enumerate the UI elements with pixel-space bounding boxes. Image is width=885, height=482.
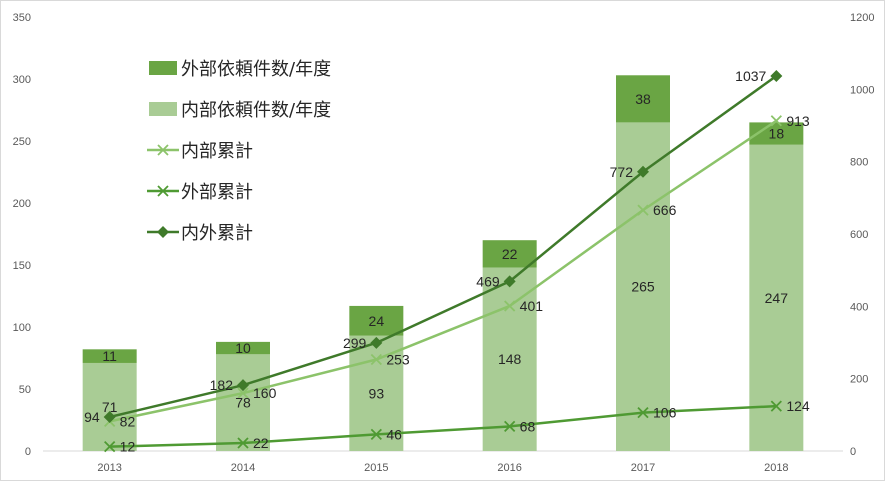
bar-internal bbox=[749, 144, 804, 451]
total-cumulative-point bbox=[237, 379, 249, 392]
data-label-external: 10 bbox=[235, 340, 251, 356]
data-label-total-cumulative: 1037 bbox=[735, 68, 766, 84]
y-left-tick-label: 150 bbox=[13, 260, 31, 272]
x-tick-label: 2013 bbox=[97, 462, 121, 474]
y-right-tick-label: 600 bbox=[850, 229, 868, 241]
bars bbox=[82, 75, 804, 452]
data-label-internal-cumulative: 401 bbox=[520, 298, 544, 314]
legend-marker bbox=[157, 144, 169, 156]
total-cumulative-point bbox=[637, 165, 649, 178]
data-label-internal: 93 bbox=[369, 385, 385, 401]
data-label-internal: 265 bbox=[631, 279, 655, 295]
data-label-external-cumulative: 22 bbox=[253, 435, 269, 451]
legend-swatch bbox=[149, 61, 177, 75]
y-left-tick-label: 250 bbox=[13, 136, 31, 148]
data-label-external-cumulative: 124 bbox=[786, 398, 810, 414]
external-cumulative-point bbox=[504, 420, 516, 433]
x-tick-label: 2016 bbox=[497, 462, 521, 474]
internal-cumulative-point bbox=[637, 204, 649, 216]
internal-cumulative-point bbox=[770, 115, 782, 127]
legend-marker bbox=[157, 226, 169, 238]
external-cumulative-point bbox=[104, 441, 116, 453]
data-label-total-cumulative: 299 bbox=[343, 335, 367, 351]
external-cumulative-point bbox=[770, 400, 782, 412]
bar-internal bbox=[216, 354, 270, 451]
bar-internal bbox=[82, 362, 137, 451]
bar-external bbox=[349, 305, 404, 336]
data-label-external: 24 bbox=[369, 313, 385, 329]
data-label-external: 22 bbox=[502, 246, 518, 262]
data-label-external: 11 bbox=[102, 348, 117, 364]
legend-label: 内外累計 bbox=[181, 223, 253, 244]
data-label-internal: 78 bbox=[235, 395, 251, 411]
data-label-total-cumulative: 94 bbox=[84, 409, 100, 425]
data-label-external-cumulative: 106 bbox=[653, 405, 677, 421]
data-label-internal: 71 bbox=[102, 399, 118, 415]
data-label-external-cumulative: 68 bbox=[520, 418, 536, 434]
y-right-tick-label: 200 bbox=[850, 374, 868, 386]
data-label-total-cumulative: 772 bbox=[610, 164, 634, 180]
lines bbox=[103, 69, 783, 453]
data-labels: 71 11 78 10 93 24 148 22 265 38 247 18 82 160 253 401 66… bbox=[84, 68, 810, 455]
external-cumulative-point bbox=[370, 428, 382, 440]
internal-cumulative-point bbox=[370, 353, 382, 366]
data-label-internal-cumulative: 253 bbox=[386, 351, 410, 367]
data-label-internal-cumulative: 666 bbox=[653, 202, 677, 218]
data-label-internal-cumulative: 82 bbox=[120, 413, 136, 429]
total-cumulative-point bbox=[770, 69, 783, 82]
y-right-tick-label: 400 bbox=[850, 301, 868, 313]
total-cumulative-point bbox=[103, 411, 116, 424]
y-left-tick-label: 200 bbox=[13, 198, 31, 210]
bar-external bbox=[616, 75, 670, 123]
y-left-tick-label: 0 bbox=[25, 446, 31, 458]
total-cumulative-point bbox=[503, 275, 516, 288]
data-label-total-cumulative: 182 bbox=[210, 377, 234, 393]
data-label-external-cumulative: 12 bbox=[120, 439, 136, 455]
bar-internal bbox=[482, 267, 537, 451]
x-tick-label: 2017 bbox=[631, 462, 655, 474]
x-tick-label: 2018 bbox=[764, 462, 788, 474]
legend-label: 内部累計 bbox=[181, 141, 253, 162]
x-tick-label: 2015 bbox=[364, 462, 388, 474]
external-cumulative-point bbox=[637, 407, 649, 419]
total-cumulative-point bbox=[370, 336, 383, 349]
data-label-internal: 148 bbox=[498, 351, 522, 367]
legend-label: 外部依頼件数/年度 bbox=[181, 59, 331, 80]
y-left-tick-label: 350 bbox=[13, 12, 31, 24]
data-label-external-cumulative: 46 bbox=[386, 426, 402, 442]
bar-external bbox=[82, 349, 137, 363]
bar-internal bbox=[349, 335, 404, 451]
data-label-internal-cumulative: 913 bbox=[786, 113, 810, 129]
bar-external bbox=[216, 341, 270, 355]
y-left-tick-label: 50 bbox=[19, 384, 31, 396]
legend-marker bbox=[157, 185, 169, 197]
y-right-tick-label: 0 bbox=[850, 446, 856, 458]
internal-cumulative-point bbox=[237, 387, 249, 399]
external-cumulative-line bbox=[109, 404, 777, 448]
y-right-tick-label: 1000 bbox=[850, 84, 874, 96]
y-right-tick-label: 1200 bbox=[850, 12, 874, 24]
total-cumulative-line bbox=[109, 74, 778, 419]
legend-label: 内部依頼件数/年度 bbox=[181, 100, 331, 121]
legend-label: 外部累計 bbox=[181, 182, 253, 203]
x-tick-label: 2014 bbox=[231, 462, 255, 474]
bar-external bbox=[482, 240, 537, 268]
data-label-total-cumulative: 469 bbox=[476, 273, 500, 289]
bar-external bbox=[749, 122, 804, 145]
y-right-tick-label: 800 bbox=[850, 157, 868, 169]
internal-cumulative-line bbox=[109, 119, 778, 423]
data-label-internal-cumulative: 160 bbox=[253, 385, 277, 401]
axes: 0 50 100 150 200 250 300 350 0 200 400 600 800 1000 12… bbox=[13, 12, 875, 474]
data-label-external: 18 bbox=[769, 126, 785, 142]
data-label-external: 38 bbox=[635, 91, 651, 107]
y-left-tick-label: 300 bbox=[13, 74, 31, 86]
legend-swatch bbox=[149, 102, 177, 116]
y-left-tick-label: 100 bbox=[13, 322, 31, 334]
external-cumulative-point bbox=[237, 437, 249, 449]
data-label-internal: 247 bbox=[765, 290, 789, 306]
internal-cumulative-point bbox=[504, 300, 516, 312]
